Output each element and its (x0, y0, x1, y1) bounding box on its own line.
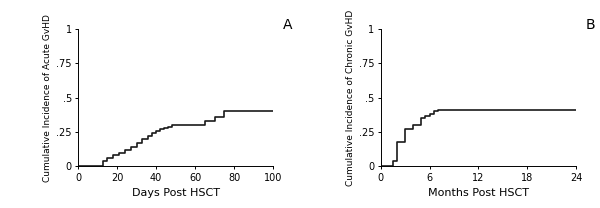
Text: A: A (283, 18, 293, 32)
Text: B: B (586, 18, 595, 32)
Y-axis label: Cumulative Incidence of Acute GvHD: Cumulative Incidence of Acute GvHD (43, 14, 52, 182)
X-axis label: Months Post HSCT: Months Post HSCT (428, 188, 529, 198)
Y-axis label: Cumulative Incidence of Chronic GvHD: Cumulative Incidence of Chronic GvHD (346, 10, 355, 186)
X-axis label: Days Post HSCT: Days Post HSCT (131, 188, 220, 198)
